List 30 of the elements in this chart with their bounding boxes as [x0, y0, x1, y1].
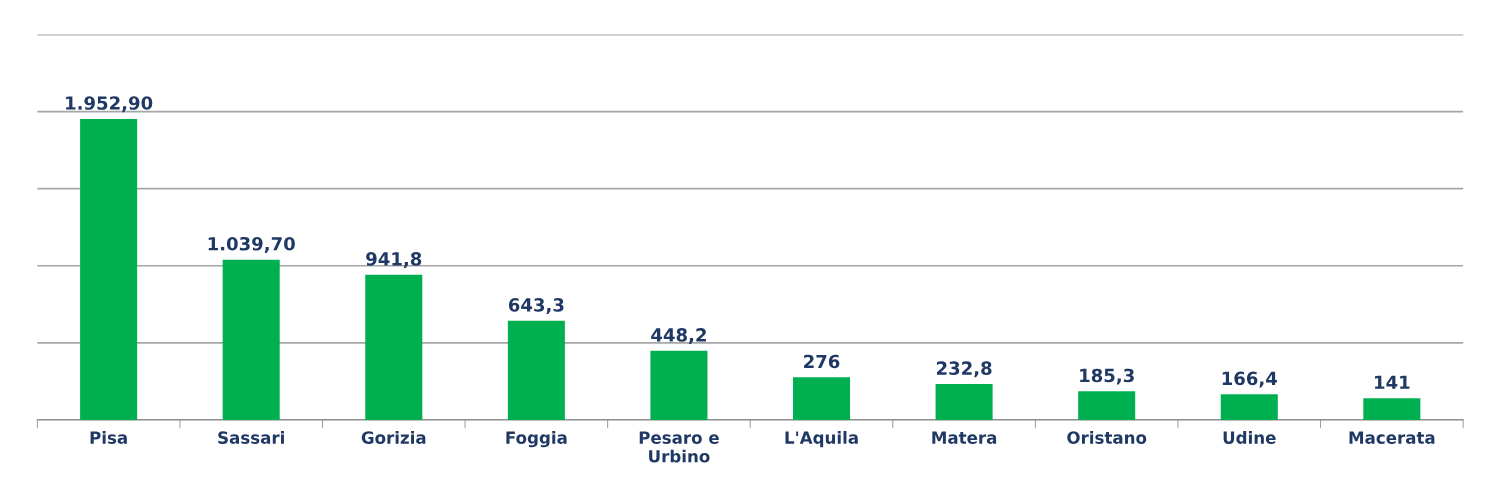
bar — [80, 118, 138, 420]
bar — [935, 384, 993, 420]
data-label: 643,3 — [508, 298, 564, 314]
data-label: 1.952,90 — [66, 96, 153, 113]
bar — [1363, 398, 1421, 420]
data-label: 141 — [1375, 375, 1410, 389]
x-tick-label: Pisa — [90, 431, 127, 444]
x-tick-label: Macerata — [1349, 431, 1435, 444]
x-tick-label: Udine — [1223, 431, 1276, 444]
bar — [365, 274, 423, 420]
bar — [793, 377, 851, 420]
x-tick-label: Matera — [932, 431, 997, 444]
data-label: 276 — [804, 354, 840, 369]
x-tick-label: L'Aquila — [785, 431, 858, 448]
x-tick-label: Pesaro e Urbino — [639, 431, 719, 463]
x-tick-label: Gorizia — [361, 431, 426, 444]
data-label: 448,2 — [651, 328, 706, 345]
x-tick-label: Sassari — [218, 431, 284, 444]
data-label: 185,3 — [1080, 368, 1134, 385]
bar — [222, 259, 280, 420]
bar — [1220, 394, 1278, 420]
data-label: 1.039,70 — [208, 236, 295, 253]
data-label: 941,8 — [366, 252, 422, 268]
x-tick-label: Foggia — [506, 431, 567, 448]
bar — [507, 320, 565, 420]
bar — [650, 350, 708, 420]
data-label: 232,8 — [936, 361, 992, 378]
data-label: 166,4 — [1222, 371, 1277, 388]
x-tick-label: Oristano — [1067, 431, 1147, 444]
bar — [1078, 391, 1136, 420]
